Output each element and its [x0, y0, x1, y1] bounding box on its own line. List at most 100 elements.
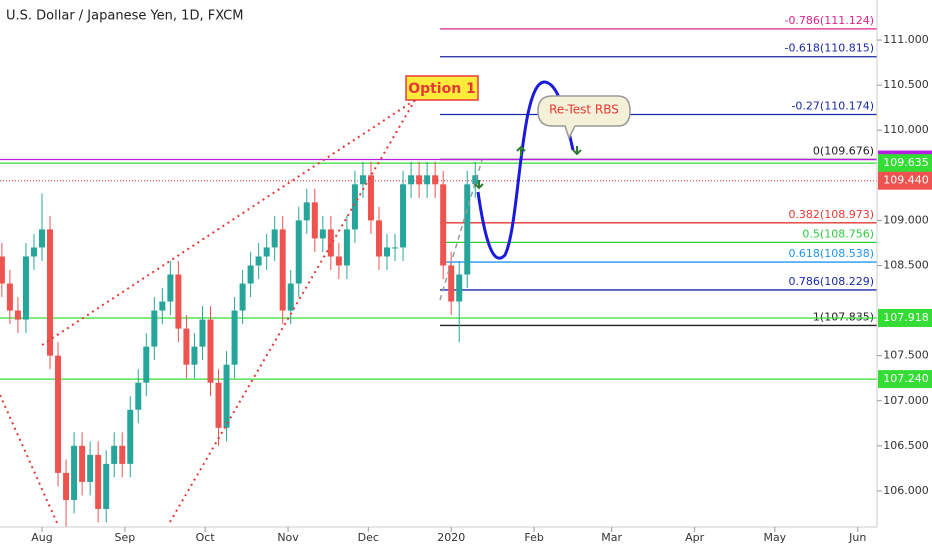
- candle-body: [22, 256, 29, 320]
- candle-body: [151, 310, 158, 347]
- x-tick-label: May: [763, 531, 786, 544]
- x-tick-label: Oct: [196, 531, 216, 544]
- callout-label: Re-Test RBS: [549, 103, 619, 117]
- candle-body: [87, 454, 94, 482]
- x-tick-label: Mar: [601, 531, 622, 544]
- candle-body: [167, 274, 174, 302]
- candle-body: [375, 220, 382, 257]
- x-tick-label: Nov: [277, 531, 299, 544]
- candle-body: [311, 202, 318, 239]
- x-tick-label: Jun: [848, 531, 866, 544]
- candle-body: [14, 310, 21, 320]
- candle-body: [63, 472, 70, 500]
- arrow-up: [516, 145, 526, 156]
- candle-body: [47, 229, 54, 356]
- trend-line: [41, 99, 416, 346]
- candle-body: [392, 247, 399, 249]
- candle-body: [38, 229, 45, 248]
- candle-body: [456, 274, 463, 302]
- candle-body: [343, 229, 350, 266]
- drawings: Option 1 Re-Test RBS: [0, 75, 631, 526]
- candle-body: [295, 220, 302, 284]
- price-tag: [878, 370, 932, 389]
- candle-body: [335, 256, 342, 266]
- candle-body: [199, 319, 206, 347]
- candle-body: [367, 175, 374, 221]
- candle-body: [159, 301, 166, 311]
- candle-body: [351, 184, 358, 230]
- price-tag-label: 107.918: [883, 311, 929, 324]
- candle-body: [231, 310, 238, 365]
- y-tick-label: 110.000: [883, 123, 929, 136]
- candle-body: [416, 175, 423, 185]
- price-tag: [878, 308, 932, 327]
- candle-body: [175, 274, 182, 329]
- chart-title: U.S. Dollar / Japanese Yen, 1D, FXCM: [6, 9, 243, 24]
- fib-label: 0.618(108.538): [788, 247, 874, 260]
- x-tick-label: Dec: [358, 531, 379, 544]
- candle-body: [30, 247, 37, 257]
- fib-label: -0.618(110.815): [784, 42, 874, 55]
- candle-body: [143, 346, 150, 383]
- candle-body: [472, 175, 479, 185]
- candle-body: [95, 454, 102, 509]
- y-tick-label: 108.500: [883, 258, 929, 271]
- candle-body: [464, 184, 471, 275]
- callout-box: [537, 95, 631, 140]
- candle-body: [432, 175, 439, 185]
- trend-line: [439, 159, 483, 301]
- candle-body: [424, 175, 431, 185]
- x-tick-label: Apr: [685, 531, 705, 544]
- fib-label: 1(107.835): [813, 310, 874, 323]
- candle-body: [400, 184, 407, 248]
- x-tick-label: 2020: [437, 531, 465, 544]
- candle-body: [239, 283, 246, 311]
- price-tag-label: 109.635: [883, 156, 929, 169]
- candle-body: [71, 445, 78, 500]
- candle-body: [287, 283, 294, 311]
- candle-body: [6, 283, 13, 311]
- candle-body: [55, 355, 62, 473]
- candle-body: [384, 247, 391, 257]
- y-tick-label: 106.500: [883, 439, 929, 452]
- candle-body: [127, 409, 134, 464]
- candle-body: [103, 463, 110, 509]
- candle-body: [408, 175, 415, 185]
- price-tag-label: 107.240: [883, 372, 929, 385]
- candle-body: [207, 319, 214, 383]
- arrow-down: [572, 146, 582, 156]
- candle-body: [303, 202, 310, 221]
- option-box: [405, 75, 479, 101]
- y-tick-label: 111.000: [883, 33, 929, 46]
- x-tick-label: Sep: [115, 531, 136, 544]
- candle-body: [191, 346, 198, 365]
- candle-body: [271, 229, 278, 248]
- candle-body: [448, 265, 455, 302]
- y-tick-label: 107.000: [883, 394, 929, 407]
- y-tick-label: 110.500: [883, 78, 929, 91]
- candle-body: [263, 247, 270, 257]
- y-tick-label: 107.500: [883, 349, 929, 362]
- candle-body: [255, 256, 262, 266]
- candle-body: [319, 229, 326, 239]
- fib-label: 0.786(108.229): [788, 275, 874, 288]
- candle-body: [0, 256, 5, 284]
- candle-body: [359, 175, 366, 185]
- option-label: Option 1: [408, 81, 476, 97]
- fib-label: 0(109.676): [813, 144, 874, 157]
- fib-label: 0.5(108.756): [802, 227, 874, 240]
- candle-body: [183, 328, 190, 365]
- price-tag: [878, 154, 932, 173]
- fib-label: 0.382(108.973): [788, 208, 874, 221]
- candle-body: [79, 445, 86, 482]
- price-tag-label: 109.440: [883, 174, 929, 187]
- arrow-down: [474, 180, 484, 190]
- fib-label: -0.27(110.174): [791, 100, 874, 113]
- candle-body: [135, 382, 142, 410]
- candles: [0, 161, 479, 527]
- candle-body: [215, 382, 222, 428]
- candle-body: [119, 445, 126, 464]
- candle-body: [327, 229, 334, 257]
- candle-body: [440, 184, 447, 266]
